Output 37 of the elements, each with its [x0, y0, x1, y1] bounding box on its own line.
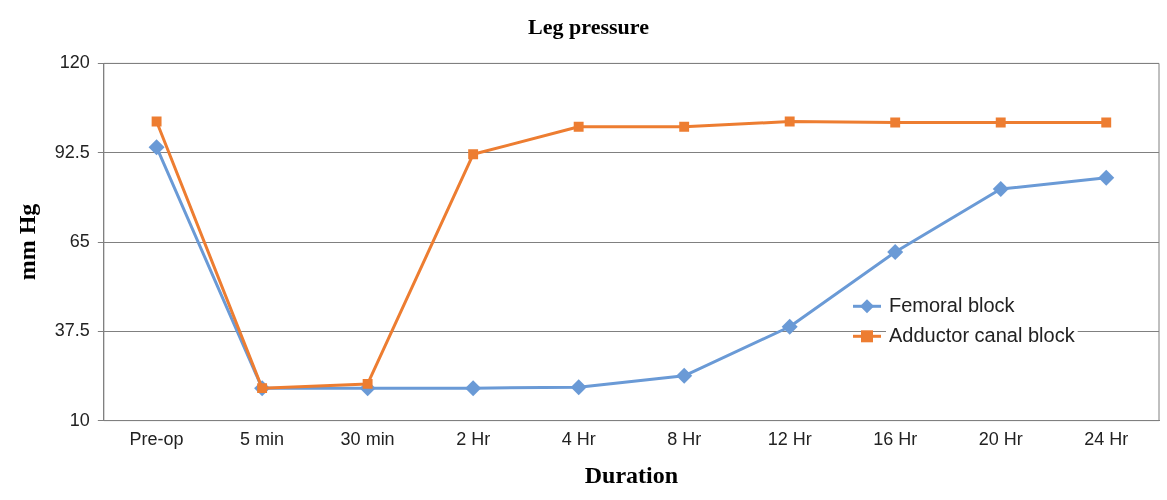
- x-tick-label: 24 Hr: [1084, 429, 1129, 450]
- x-tick-label: 2 Hr: [456, 429, 491, 450]
- point: [992, 181, 1009, 198]
- point: [679, 121, 690, 132]
- x-tick-label: 8 Hr: [667, 429, 702, 450]
- point: [1098, 169, 1115, 186]
- point: [465, 380, 482, 397]
- point: [781, 318, 798, 335]
- point: [1101, 117, 1112, 128]
- point: [151, 116, 162, 127]
- point: [570, 379, 587, 396]
- legend-label: Femoral block: [889, 293, 1016, 316]
- point: [148, 139, 165, 156]
- point: [362, 378, 373, 389]
- y-tick-label: 65: [69, 230, 90, 251]
- point: [468, 149, 479, 160]
- point: [890, 117, 901, 128]
- x-tick-label: 30 min: [340, 429, 395, 450]
- point: [995, 117, 1006, 128]
- y-tick-label: 92.5: [54, 141, 90, 162]
- legend-label: Adductor canal block: [889, 323, 1076, 346]
- chart-title: Leg pressure: [528, 13, 650, 39]
- x-tick-label: 4 Hr: [561, 429, 596, 450]
- x-tick-label: 16 Hr: [873, 429, 918, 450]
- y-tick-label: 120: [59, 52, 90, 73]
- x-tick-label: 12 Hr: [767, 429, 812, 450]
- x-tick-label: 20 Hr: [978, 429, 1023, 450]
- point: [676, 367, 693, 384]
- point: [573, 121, 584, 132]
- y-tick-label: 37.5: [54, 320, 90, 341]
- y-axis-title: mm Hg: [13, 203, 40, 281]
- point: [784, 116, 795, 127]
- x-tick-label: 5 min: [240, 429, 285, 450]
- y-tick-label: 10: [69, 409, 90, 430]
- point: [887, 244, 904, 261]
- x-axis-title: Duration: [584, 461, 679, 488]
- x-tick-label: Pre-op: [129, 429, 184, 450]
